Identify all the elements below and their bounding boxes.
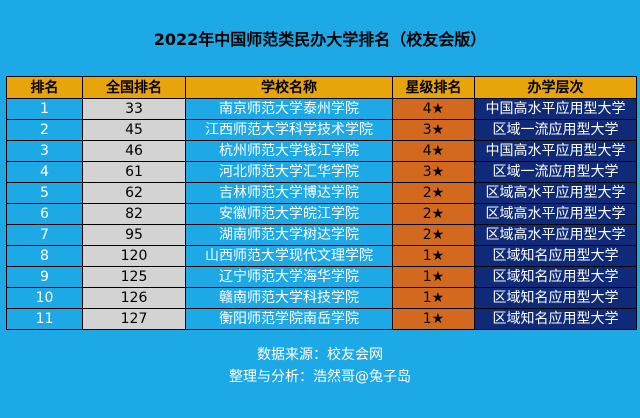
cell-star-rating: 2★ — [392, 203, 475, 225]
table-row: 3 46 杭州师范大学钱江学院 4★ 中国高水平应用型大学 — [6, 140, 637, 162]
table-row: 6 82 安徽师范大学皖江学院 2★ 区域高水平应用型大学 — [6, 203, 637, 225]
cell-star-rating: 3★ — [392, 161, 475, 183]
cell-rank: 10 — [6, 287, 83, 309]
data-source-note: 数据来源：校友会网 — [257, 347, 383, 363]
cell-rank: 4 — [6, 161, 83, 183]
footer: 数据来源：校友会网 整理与分析：浩然哥@兔子岛 — [0, 344, 640, 388]
table-row: 10 126 赣南师范大学科技学院 1★ 区域知名应用型大学 — [6, 287, 637, 309]
header-rank: 排名 — [6, 76, 83, 99]
cell-star-rating: 1★ — [392, 245, 475, 267]
table-row: 7 95 湖南师范大学树达学院 2★ 区域高水平应用型大学 — [6, 224, 637, 246]
cell-star-rating: 1★ — [392, 308, 475, 330]
analysis-credit: 整理与分析：浩然哥@兔子岛 — [229, 369, 411, 385]
cell-rank: 6 — [6, 203, 83, 225]
cell-rank: 8 — [6, 245, 83, 267]
cell-star-rating: 2★ — [392, 224, 475, 246]
ranking-table: 排名 全国排名 学校名称 星级排名 办学层次 1 33 南京师范大学泰州学院 4★ 中国… — [6, 76, 637, 330]
cell-school-name: 山西师范大学现代文理学院 — [185, 245, 393, 267]
cell-national-rank: 125 — [82, 266, 186, 288]
table-row: 2 45 江西师范大学科学技术学院 3★ 区域一流应用型大学 — [6, 119, 637, 141]
cell-school-level: 中国高水平应用型大学 — [474, 140, 637, 162]
header-school-name: 学校名称 — [185, 76, 393, 99]
cell-national-rank: 95 — [82, 224, 186, 246]
page-title: 2022年中国师范类民办大学排名（校友会版） — [153, 30, 487, 49]
cell-rank: 7 — [6, 224, 83, 246]
cell-national-rank: 82 — [82, 203, 186, 225]
cell-school-name: 衡阳师范学院南岳学院 — [185, 308, 393, 330]
cell-school-level: 区域知名应用型大学 — [474, 287, 637, 309]
table-row: 8 120 山西师范大学现代文理学院 1★ 区域知名应用型大学 — [6, 245, 637, 267]
cell-school-name: 赣南师范大学科技学院 — [185, 287, 393, 309]
cell-school-name: 南京师范大学泰州学院 — [185, 98, 393, 120]
table-header-row: 排名 全国排名 学校名称 星级排名 办学层次 — [6, 76, 637, 99]
cell-national-rank: 120 — [82, 245, 186, 267]
cell-star-rating: 2★ — [392, 182, 475, 204]
cell-rank: 3 — [6, 140, 83, 162]
cell-school-level: 区域高水平应用型大学 — [474, 224, 637, 246]
cell-school-name: 湖南师范大学树达学院 — [185, 224, 393, 246]
cell-rank: 1 — [6, 98, 83, 120]
cell-school-level: 区域知名应用型大学 — [474, 245, 637, 267]
cell-school-name: 河北师范大学汇华学院 — [185, 161, 393, 183]
cell-school-name: 辽宁师范大学海华学院 — [185, 266, 393, 288]
cell-school-level: 区域知名应用型大学 — [474, 308, 637, 330]
cell-national-rank: 46 — [82, 140, 186, 162]
header-school-level: 办学层次 — [474, 76, 637, 99]
cell-school-name: 吉林师范大学博达学院 — [185, 182, 393, 204]
cell-star-rating: 4★ — [392, 140, 475, 162]
cell-school-level: 区域知名应用型大学 — [474, 266, 637, 288]
table-row: 1 33 南京师范大学泰州学院 4★ 中国高水平应用型大学 — [6, 98, 637, 120]
table-row: 9 125 辽宁师范大学海华学院 1★ 区域知名应用型大学 — [6, 266, 637, 288]
cell-national-rank: 61 — [82, 161, 186, 183]
cell-national-rank: 62 — [82, 182, 186, 204]
cell-rank: 5 — [6, 182, 83, 204]
cell-school-level: 区域一流应用型大学 — [474, 119, 637, 141]
cell-star-rating: 1★ — [392, 266, 475, 288]
cell-school-level: 中国高水平应用型大学 — [474, 98, 637, 120]
cell-national-rank: 45 — [82, 119, 186, 141]
cell-school-level: 区域一流应用型大学 — [474, 161, 637, 183]
cell-school-level: 区域高水平应用型大学 — [474, 203, 637, 225]
cell-rank: 9 — [6, 266, 83, 288]
cell-national-rank: 127 — [82, 308, 186, 330]
table-row: 4 61 河北师范大学汇华学院 3★ 区域一流应用型大学 — [6, 161, 637, 183]
table-row: 11 127 衡阳师范学院南岳学院 1★ 区域知名应用型大学 — [6, 308, 637, 330]
cell-school-name: 杭州师范大学钱江学院 — [185, 140, 393, 162]
cell-national-rank: 126 — [82, 287, 186, 309]
cell-rank: 2 — [6, 119, 83, 141]
cell-star-rating: 1★ — [392, 287, 475, 309]
table-row: 5 62 吉林师范大学博达学院 2★ 区域高水平应用型大学 — [6, 182, 637, 204]
header-national-rank: 全国排名 — [82, 76, 186, 99]
header-star-rating: 星级排名 — [392, 76, 475, 99]
cell-star-rating: 4★ — [392, 98, 475, 120]
cell-rank: 11 — [6, 308, 83, 330]
cell-national-rank: 33 — [82, 98, 186, 120]
cell-star-rating: 3★ — [392, 119, 475, 141]
cell-school-name: 安徽师范大学皖江学院 — [185, 203, 393, 225]
cell-school-name: 江西师范大学科学技术学院 — [185, 119, 393, 141]
cell-school-level: 区域高水平应用型大学 — [474, 182, 637, 204]
